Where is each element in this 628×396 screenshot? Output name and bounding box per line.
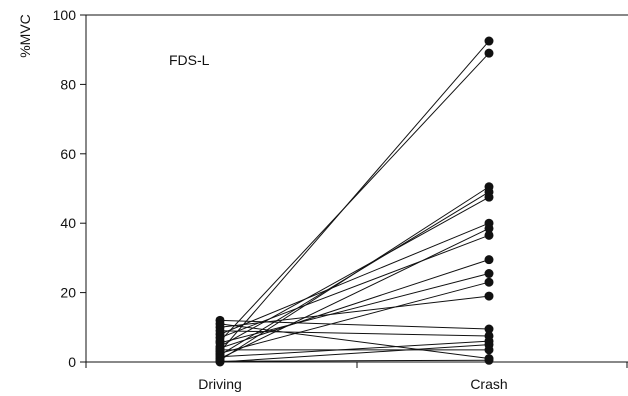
crash-point [484,230,494,240]
series-line [219,295,490,328]
crash-point [484,223,494,233]
driving-point [215,356,225,366]
series-line [219,227,490,359]
series-line [219,281,490,354]
y-tick-label: 0 [68,354,76,370]
y-tick-label: 80 [60,76,76,92]
series-line [219,234,490,339]
x-tick-label: Crash [470,376,507,392]
y-tick-label: 60 [60,146,76,162]
driving-point [215,345,225,355]
y-tick-label: 40 [60,215,76,231]
crash-point [484,277,494,287]
series-line [219,359,490,362]
chart-annotation: FDS-L [169,52,210,68]
crash-point [484,291,494,301]
series-line [219,323,490,360]
series-line [219,222,490,335]
series-line [219,52,490,342]
crash-point [484,269,494,279]
driving-point [215,319,225,329]
series-line [219,196,490,347]
series-line [219,40,490,352]
x-ticks: Driving Crash [85,362,628,392]
crash-point [484,345,494,355]
series-lines [219,40,490,363]
crash-point [484,48,494,58]
series-line [219,259,490,349]
x-tick-label: Driving [198,376,242,392]
series-line [219,340,490,358]
crash-point [484,36,494,46]
crash-point [484,255,494,265]
crash-point [484,192,494,202]
y-tick-label: 20 [60,285,76,301]
series-line [219,344,490,363]
axes: 0 20 40 60 80 100 Driving Crash [53,7,628,392]
driving-point [215,338,225,348]
crash-point [484,355,494,365]
series-line [219,191,490,356]
y-axis-title: %MVC [17,14,33,58]
y-tick-label: 100 [53,7,77,23]
series-line [219,273,490,344]
y-ticks: 0 20 40 60 80 100 [53,7,86,370]
driving-point [215,326,225,336]
series-line [219,319,490,330]
series-line [219,330,490,337]
series-points [215,36,494,367]
crash-point [484,324,494,334]
